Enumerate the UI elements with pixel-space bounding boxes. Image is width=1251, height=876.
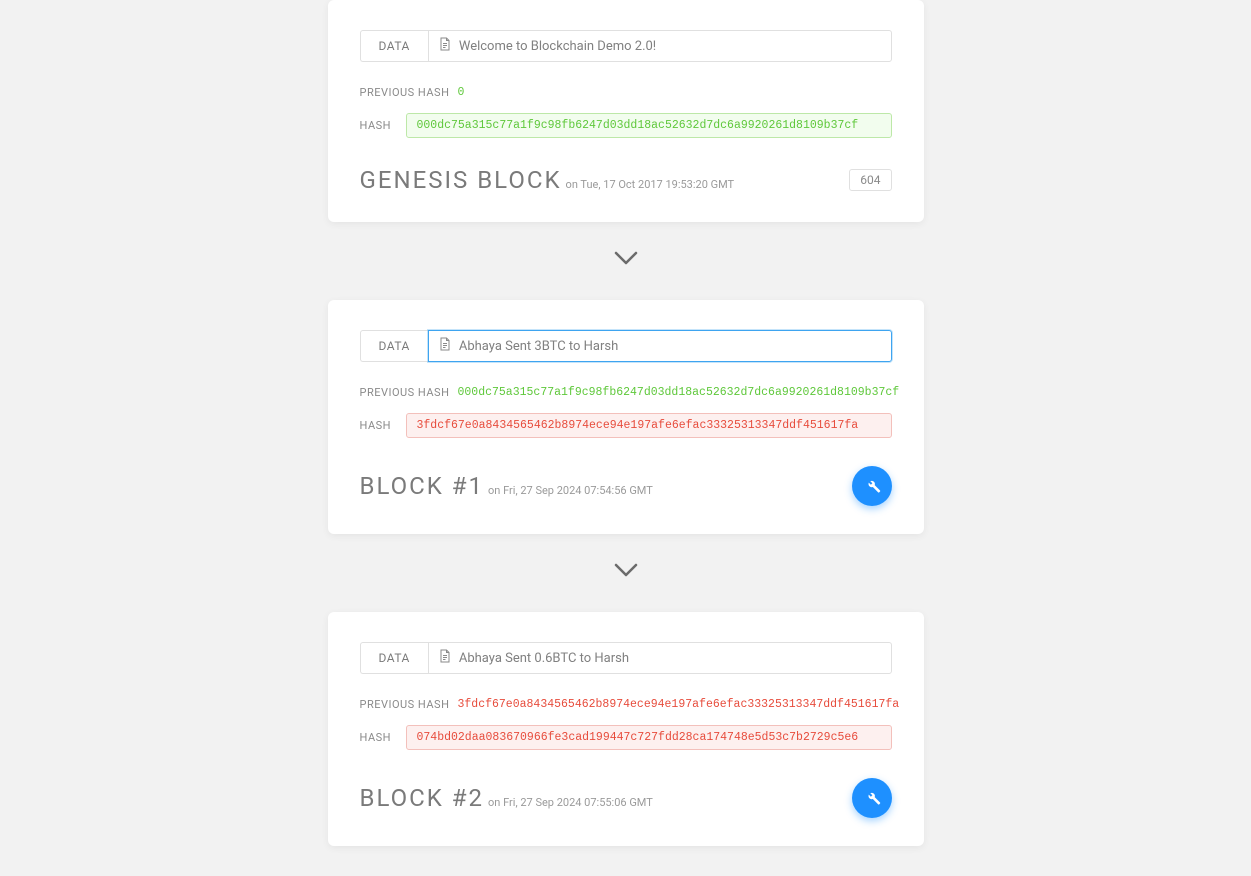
block-footer: BLOCK #2 on Fri, 27 Sep 2024 07:55:06 GM… <box>360 778 892 818</box>
blockchain-container: DATAPREVIOUS HASH0HASH000dc75a315c77a1f9… <box>0 0 1251 876</box>
previous-hash-row: PREVIOUS HASH3fdcf67e0a8434565462b8974ec… <box>360 698 892 711</box>
block-title-wrap: BLOCK #1 on Fri, 27 Sep 2024 07:54:56 GM… <box>360 472 653 500</box>
chevron-down-icon <box>614 250 638 270</box>
data-input-wrap[interactable] <box>428 30 892 62</box>
block-card: DATA PREVIOUS HASH000dc75a315c77a1f9c98fb… <box>328 300 924 534</box>
data-input-wrap[interactable] <box>428 330 892 362</box>
hash-value: 3fdcf67e0a8434565462b8974ece94e197afe6ef… <box>406 413 892 438</box>
block-timestamp: on Tue, 17 Oct 2017 19:53:20 GMT <box>566 178 735 191</box>
block-title: GENESIS BLOCK <box>360 166 562 194</box>
block-timestamp-prefix: on <box>566 178 581 191</box>
mine-button[interactable] <box>852 466 892 506</box>
block-title-wrap: GENESIS BLOCK on Tue, 17 Oct 2017 19:53:… <box>360 166 735 194</box>
data-label: DATA <box>360 642 428 674</box>
mine-button[interactable] <box>852 778 892 818</box>
hash-row: HASH000dc75a315c77a1f9c98fb6247d03dd18ac… <box>360 113 892 138</box>
block-timestamp-prefix: on <box>488 796 503 809</box>
data-label: DATA <box>360 330 428 362</box>
previous-hash-value: 3fdcf67e0a8434565462b8974ece94e197afe6ef… <box>458 698 900 711</box>
data-input-wrap[interactable] <box>428 642 892 674</box>
data-input[interactable] <box>459 339 881 354</box>
block-timestamp-value: Fri, 27 Sep 2024 07:54:56 GMT <box>503 484 653 497</box>
block-footer: BLOCK #1 on Fri, 27 Sep 2024 07:54:56 GM… <box>360 466 892 506</box>
previous-hash-value: 0 <box>458 86 465 99</box>
block-timestamp-value: Tue, 17 Oct 2017 19:53:20 GMT <box>580 178 734 191</box>
block-timestamp: on Fri, 27 Sep 2024 07:55:06 GMT <box>488 796 653 809</box>
block-card: DATA PREVIOUS HASH0 HASH000dc75a315c77a1f9… <box>328 0 924 222</box>
document-icon <box>439 649 459 667</box>
chevron-down-icon <box>614 562 638 582</box>
block-title-wrap: BLOCK #2 on Fri, 27 Sep 2024 07:55:06 GM… <box>360 784 653 812</box>
block-card: DATA PREVIOUS HASH3fdcf67e0a8434565462b89… <box>328 612 924 846</box>
data-row: DATA <box>360 330 892 362</box>
wrench-icon <box>863 788 881 809</box>
hash-label: HASH <box>360 419 406 432</box>
previous-hash-row: PREVIOUS HASH0 <box>360 86 892 99</box>
data-row: DATA <box>360 642 892 674</box>
document-icon <box>439 37 459 55</box>
hash-row: HASH074bd02daa083670966fe3cad199447c727f… <box>360 725 892 750</box>
previous-hash-value: 000dc75a315c77a1f9c98fb6247d03dd18ac5263… <box>458 386 900 399</box>
block-title: BLOCK #1 <box>360 472 485 500</box>
block-timestamp: on Fri, 27 Sep 2024 07:54:56 GMT <box>488 484 653 497</box>
data-row: DATA <box>360 30 892 62</box>
hash-value: 000dc75a315c77a1f9c98fb6247d03dd18ac5263… <box>406 113 892 138</box>
block-timestamp-prefix: on <box>488 484 503 497</box>
data-label: DATA <box>360 30 428 62</box>
block-title: BLOCK #2 <box>360 784 485 812</box>
block-timestamp-value: Fri, 27 Sep 2024 07:55:06 GMT <box>503 796 653 809</box>
previous-hash-label: PREVIOUS HASH <box>360 386 456 399</box>
previous-hash-label: PREVIOUS HASH <box>360 86 456 99</box>
previous-hash-label: PREVIOUS HASH <box>360 698 456 711</box>
data-input[interactable] <box>459 39 881 54</box>
hash-row: HASH3fdcf67e0a8434565462b8974ece94e197af… <box>360 413 892 438</box>
hash-label: HASH <box>360 731 406 744</box>
block-footer: GENESIS BLOCK on Tue, 17 Oct 2017 19:53:… <box>360 166 892 194</box>
previous-hash-row: PREVIOUS HASH000dc75a315c77a1f9c98fb6247… <box>360 386 892 399</box>
hash-value: 074bd02daa083670966fe3cad199447c727fdd28… <box>406 725 892 750</box>
data-input[interactable] <box>459 651 881 666</box>
nonce-badge: 604 <box>849 169 891 191</box>
hash-label: HASH <box>360 119 406 132</box>
wrench-icon <box>863 476 881 497</box>
document-icon <box>439 337 459 355</box>
